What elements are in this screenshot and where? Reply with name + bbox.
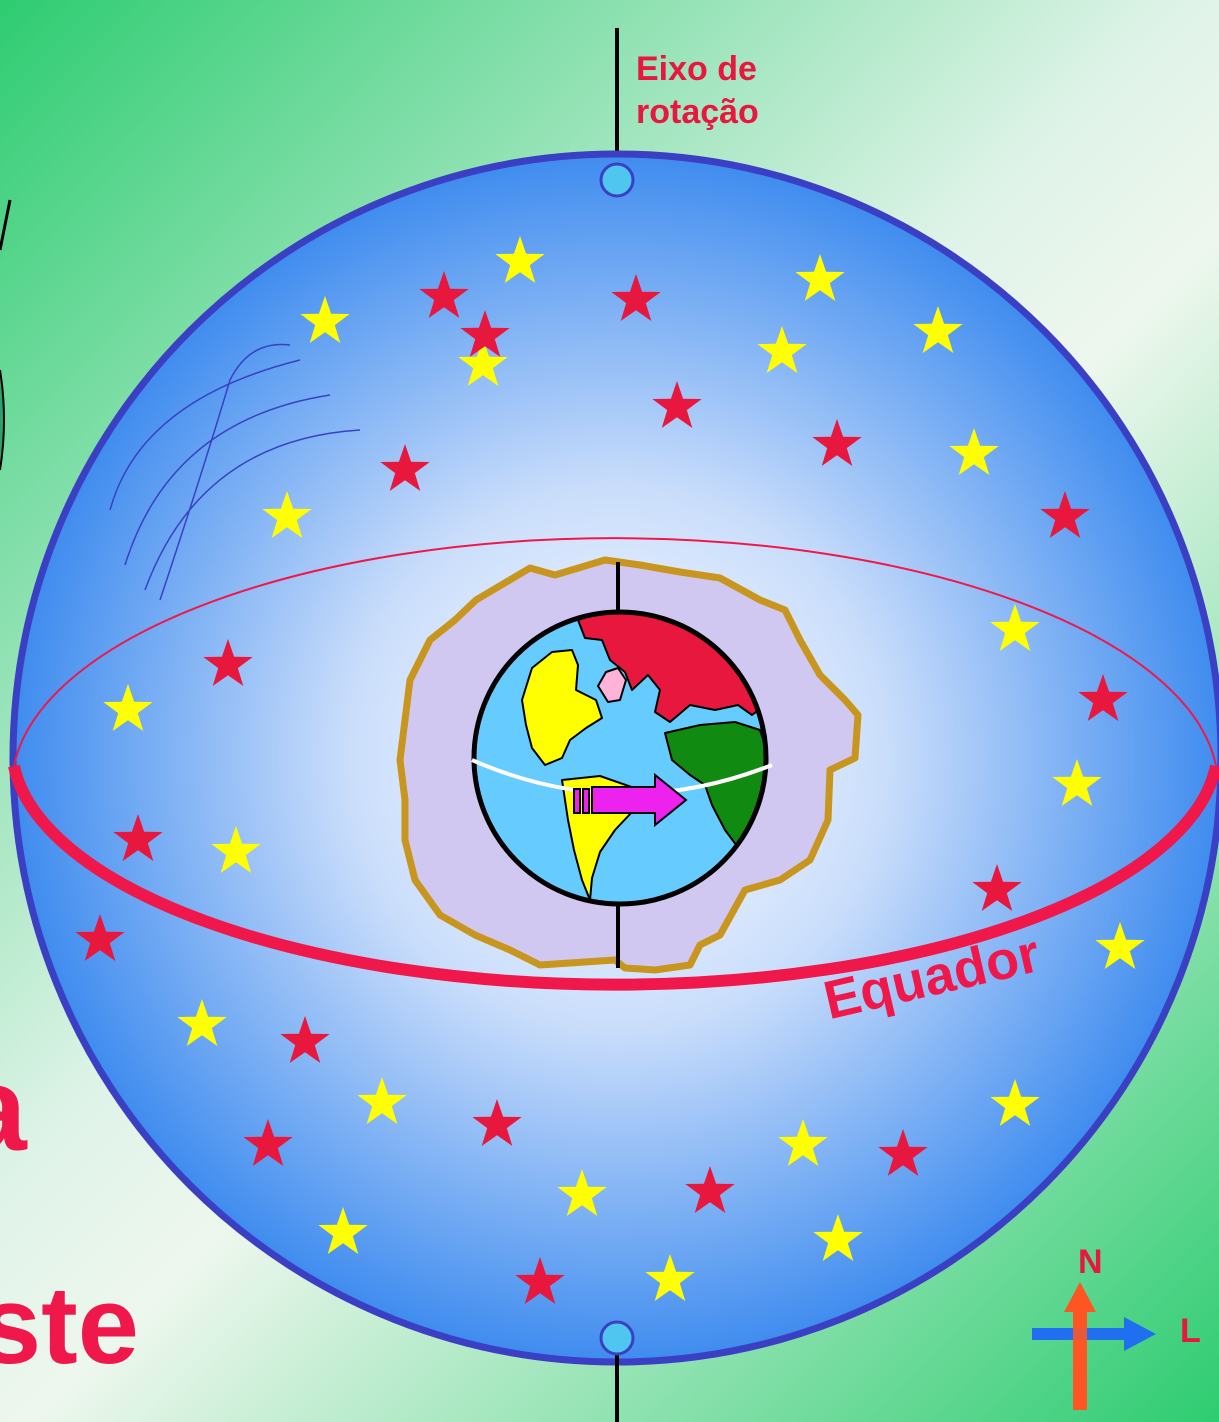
east-arrow-head — [1124, 1317, 1156, 1351]
south-celestial-pole — [599, 1320, 635, 1356]
north-celestial-pole — [599, 162, 635, 198]
compass-east-label: L — [1180, 1312, 1201, 1350]
compass — [1032, 1282, 1156, 1410]
equator-front — [8, 764, 1219, 991]
north-arrow-shaft — [1073, 1310, 1087, 1410]
earth-globe — [471, 609, 769, 907]
cropped-text-fragment: a — [0, 1040, 27, 1178]
equator-back — [13, 537, 1217, 767]
axis-label: Eixo de rotação — [636, 48, 759, 134]
continent-north-america — [521, 649, 603, 766]
compass-north-label: N — [1078, 1243, 1103, 1281]
north-arrow-head — [1064, 1282, 1096, 1312]
axis-label-line1: Eixo de — [636, 50, 757, 88]
axis-label-line2: rotação — [636, 93, 759, 131]
cropped-text-fragment: ste — [0, 1264, 139, 1387]
greenland — [597, 667, 627, 703]
partial-globe-left — [0, 199, 12, 471]
rotation-arrow — [573, 772, 688, 828]
coordinate-grid-lines — [109, 343, 361, 601]
